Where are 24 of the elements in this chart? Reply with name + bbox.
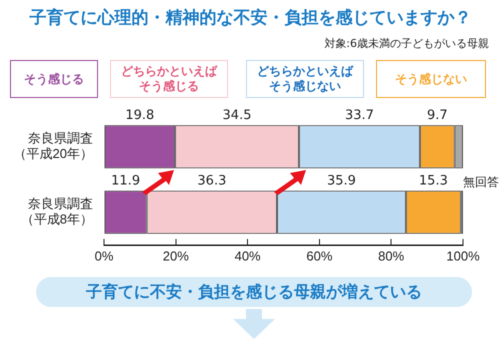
data-label: 9.7 [426, 108, 448, 124]
x-tick-label: 40% [234, 248, 262, 264]
data-label: 19.8 [125, 108, 154, 124]
text: どちらかといえばそう感じない [246, 60, 364, 98]
data-label: 11.9 [111, 174, 140, 189]
data-label: 15.3 [418, 174, 448, 189]
x-tick-label: 80% [378, 248, 405, 264]
series-label: 無回答 [463, 174, 499, 191]
chart-title: 子育てに心理的・精神的な不安・負担を感じていますか？ [28, 7, 472, 29]
x-tick-label: 60% [306, 248, 333, 264]
text: そう感じる [10, 60, 98, 98]
y-tick-label: 奈良県調査（平成8年） [20, 196, 93, 227]
chart-subtitle: 対象:6歳未満の子どもがいる母親 [324, 36, 489, 51]
text: どちらかといえばそう感じる [110, 60, 228, 98]
x-tick-label: 100% [446, 248, 480, 264]
data-label: 34.5 [222, 108, 252, 124]
data-label: 35.9 [327, 174, 356, 189]
x-tick-label: 0% [94, 248, 114, 264]
y-tick-label: 奈良県調査（平成20年） [14, 130, 93, 162]
text: そう感じない [376, 60, 486, 98]
x-tick-label: 20% [162, 248, 190, 264]
data-label: 33.7 [344, 108, 374, 124]
data-label: 36.3 [197, 174, 226, 189]
text: 子育てに不安・負担を感じる母親が増えている [36, 277, 472, 307]
